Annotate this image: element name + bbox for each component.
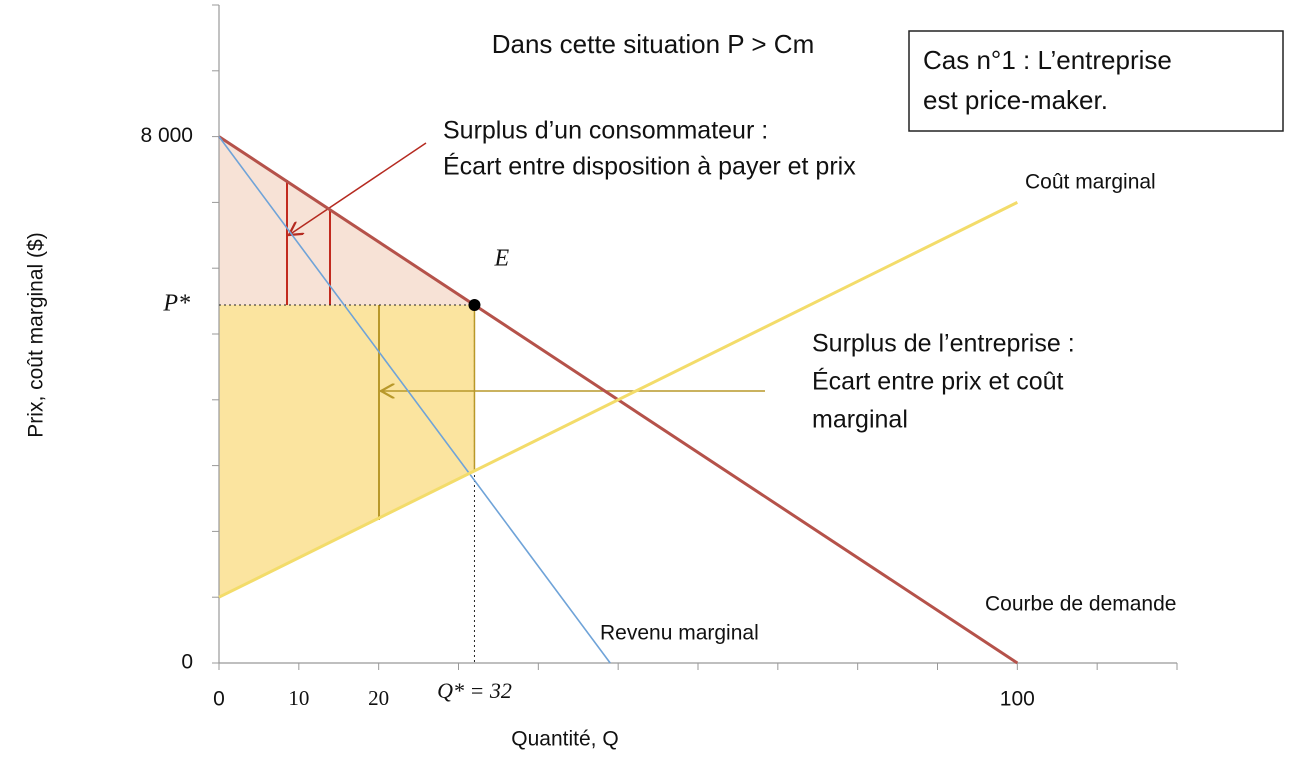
p-star-label: P* — [162, 291, 190, 317]
case-box — [908, 30, 1284, 132]
surplus-areas — [219, 136, 475, 598]
x-tick-label: 100 — [1000, 688, 1035, 711]
firm-note: marginal — [812, 406, 908, 434]
x-tick-label: 0 — [213, 688, 225, 711]
firm-surplus — [219, 305, 475, 598]
series-label: Coût marginal — [1025, 171, 1156, 194]
chart-title: Dans cette situation P > Cm — [492, 29, 815, 59]
y-tick-label: 0 — [181, 651, 193, 674]
x-axis-label: Quantité, Q — [511, 728, 618, 751]
x-tick-label: 20 — [368, 686, 389, 710]
series-line — [218, 136, 611, 664]
y-axis-label: Prix, coût marginal ($) — [25, 232, 48, 437]
x-tick-label: 10 — [288, 686, 309, 710]
consumer-note: Écart entre disposition à payer et prix — [443, 152, 856, 181]
q-star-label: Q* = 32 — [437, 678, 512, 703]
consumer-note: Surplus d’un consommateur : — [443, 117, 768, 145]
firm-note: Écart entre prix et coût — [812, 367, 1064, 396]
series-label: Revenu marginal — [600, 622, 759, 645]
case-box-line: Cas n°1 : L’entreprise — [923, 45, 1172, 75]
y-tick-label: 8 000 — [140, 124, 193, 147]
series-line — [218, 201, 1018, 599]
equilibrium-label: E — [493, 246, 509, 272]
equilibrium-point — [468, 299, 481, 312]
consumer-arrow — [289, 142, 427, 235]
firm-note: Surplus de l’entreprise : — [812, 330, 1075, 358]
series-label: Courbe de demande — [985, 593, 1176, 616]
case-box-line: est price-maker. — [923, 85, 1108, 115]
